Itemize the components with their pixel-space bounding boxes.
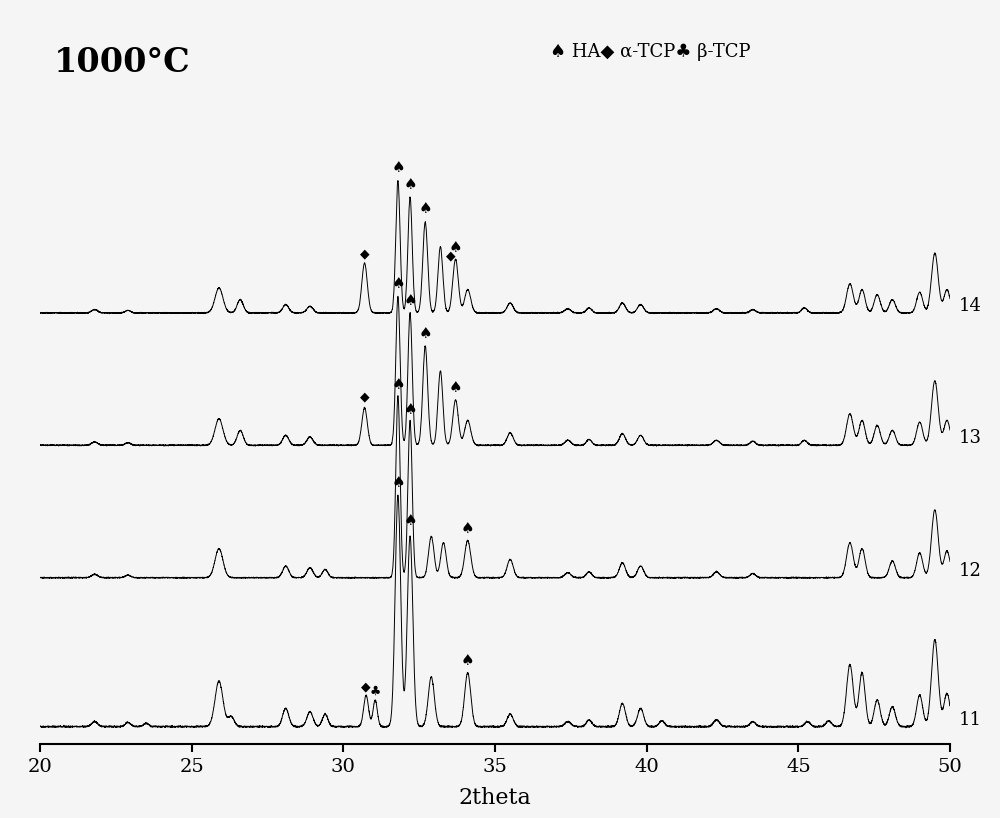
Text: ♠: ♠ <box>449 240 462 254</box>
Text: ♠ HA◆ α-TCP♣ β-TCP: ♠ HA◆ α-TCP♣ β-TCP <box>550 43 750 61</box>
Text: ♠: ♠ <box>403 293 417 308</box>
Text: ♠: ♠ <box>403 177 417 191</box>
Text: ♠: ♠ <box>449 380 462 395</box>
Text: ♠: ♠ <box>391 377 405 392</box>
Text: ◆: ◆ <box>361 680 371 693</box>
Text: ♠: ♠ <box>461 654 475 668</box>
Text: ◆: ◆ <box>360 247 369 260</box>
Text: ♠: ♠ <box>418 201 432 217</box>
Text: ♠: ♠ <box>391 474 405 489</box>
Text: 11: 11 <box>959 711 982 729</box>
Text: ♠: ♠ <box>403 513 417 528</box>
X-axis label: 2theta: 2theta <box>459 787 531 809</box>
Text: 12: 12 <box>959 562 982 580</box>
Text: ♠: ♠ <box>391 276 405 291</box>
Text: ♠: ♠ <box>418 326 432 340</box>
Text: ♠: ♠ <box>403 402 417 416</box>
Text: ♠: ♠ <box>391 160 405 175</box>
Text: ♠: ♠ <box>461 521 475 536</box>
Text: ◆: ◆ <box>446 249 456 263</box>
Text: ◆: ◆ <box>360 390 369 403</box>
Text: 14: 14 <box>959 297 982 315</box>
Text: 1000°C: 1000°C <box>54 46 190 79</box>
Text: 13: 13 <box>959 429 982 447</box>
Text: ♣: ♣ <box>370 685 381 698</box>
